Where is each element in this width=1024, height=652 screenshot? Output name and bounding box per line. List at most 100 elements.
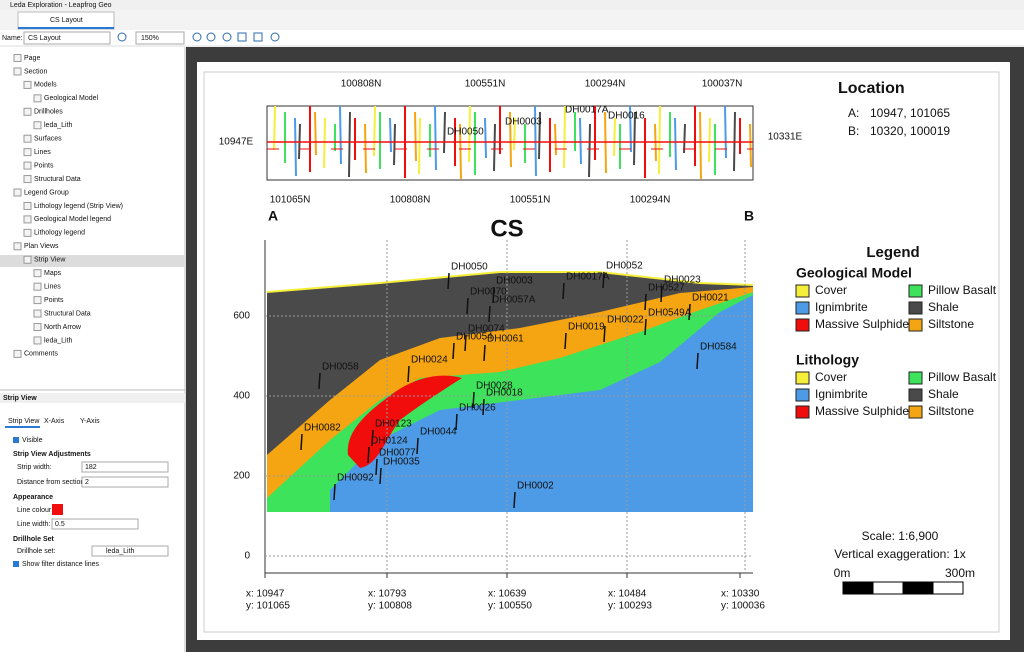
- tree-item[interactable]: Section: [24, 68, 47, 75]
- drillhole-label: DH0124: [371, 436, 408, 447]
- property-tab[interactable]: Strip View: [8, 418, 40, 425]
- drillhole-trace: [314, 111, 317, 156]
- drillhole-trace: [513, 117, 516, 151]
- field-label: Strip width:: [17, 464, 52, 471]
- tree-item[interactable]: Lines: [34, 149, 51, 156]
- tree-item[interactable]: Points: [34, 162, 54, 169]
- input[interactable]: [81, 476, 169, 488]
- tree-item[interactable]: Legend Group: [24, 189, 69, 196]
- map-top-label: 100294N: [585, 79, 626, 90]
- legend-label: Cover: [815, 370, 847, 384]
- legend-group-title: Lithology: [796, 352, 859, 368]
- zoom-icon[interactable]: [117, 32, 127, 42]
- tree-item[interactable]: Models: [34, 82, 57, 89]
- map-bottom-label: 100551N: [510, 195, 551, 206]
- name-input[interactable]: [23, 31, 111, 45]
- field-value[interactable]: 0.5: [55, 521, 65, 528]
- tree-item[interactable]: Points: [44, 297, 64, 304]
- icon[interactable]: [206, 32, 216, 42]
- tree-icon: [13, 242, 22, 251]
- checkbox-label[interactable]: Show filter distance lines: [22, 561, 100, 568]
- map-drillhole-label: DH0016: [608, 111, 645, 122]
- map-bottom-label: 101065N: [270, 195, 311, 206]
- select[interactable]: [91, 545, 169, 557]
- field-label: Drillhole set:: [17, 548, 56, 555]
- drillhole-label: DH0092: [337, 473, 374, 484]
- property-tab[interactable]: X-Axis: [44, 418, 65, 425]
- tree-item[interactable]: Lithology legend: [34, 230, 85, 237]
- icon[interactable]: [270, 32, 280, 42]
- drillhole-trace: [371, 429, 374, 447]
- tree-item[interactable]: Surfaces: [34, 136, 62, 143]
- properties-title: Strip View: [3, 395, 37, 402]
- drillhole-trace: [674, 117, 677, 171]
- icon[interactable]: [192, 32, 202, 42]
- drillhole-label: DH0023: [664, 275, 701, 286]
- legend-group-title: Geological Model: [796, 265, 912, 281]
- drillhole-trace: [273, 105, 276, 151]
- tree-item[interactable]: Lithology legend (Strip View): [34, 203, 123, 210]
- massive-sulphide-unit: [347, 375, 462, 468]
- drillhole-trace: [483, 344, 486, 362]
- drillhole-trace: [562, 282, 565, 300]
- drillhole-label: DH0018: [486, 388, 523, 399]
- field-value[interactable]: 2: [85, 479, 89, 486]
- tree-item[interactable]: Strip View: [34, 257, 66, 264]
- section-heading: Drillhole Set: [13, 536, 55, 543]
- icon[interactable]: [253, 32, 263, 42]
- field-value[interactable]: leda_Lith: [106, 548, 135, 555]
- drillhole-trace: [466, 297, 469, 315]
- drillhole-trace: [644, 318, 647, 336]
- icon[interactable]: [237, 32, 247, 42]
- drillhole-label: DH0002: [517, 481, 554, 492]
- legend-swatch: [795, 388, 810, 402]
- tree-selection: [0, 255, 185, 267]
- icon[interactable]: [222, 32, 232, 42]
- zoom-select[interactable]: [135, 31, 185, 45]
- y-label: y: 100036: [721, 601, 765, 612]
- drillhole-trace: [452, 342, 455, 360]
- map-top-label: 100808N: [341, 79, 382, 90]
- tab-label[interactable]: CS Layout: [50, 17, 83, 24]
- tree-item[interactable]: Drillholes: [34, 109, 63, 116]
- tree-icon: [13, 67, 22, 76]
- x-label: x: 10484: [608, 589, 647, 600]
- drillhole-trace: [564, 332, 567, 350]
- field-value[interactable]: 182: [85, 464, 97, 471]
- drillhole-trace: [373, 105, 376, 157]
- tree-item[interactable]: Comments: [24, 351, 58, 358]
- tree-item[interactable]: Maps: [44, 270, 62, 277]
- tree-icon: [23, 228, 32, 237]
- checkbox[interactable]: [13, 561, 19, 567]
- legend-title: Legend: [866, 244, 919, 261]
- tree-item[interactable]: North Arrow: [44, 324, 82, 331]
- tree-item[interactable]: Page: [24, 55, 40, 62]
- tree-item[interactable]: Plan Views: [24, 243, 59, 250]
- zoom-value[interactable]: 150%: [141, 35, 159, 42]
- tree-item[interactable]: leda_Lith: [44, 122, 73, 129]
- section-title: CS: [490, 215, 523, 242]
- drillhole-trace: [724, 105, 727, 159]
- input[interactable]: [51, 518, 139, 530]
- drillhole-trace: [393, 123, 396, 166]
- tree-item[interactable]: Geological Model: [44, 95, 99, 102]
- location-label: B:: [848, 124, 859, 138]
- tree-item[interactable]: leda_Lith: [44, 337, 73, 344]
- tree-icon: [23, 201, 32, 210]
- checkbox[interactable]: [13, 437, 19, 443]
- drillhole-trace: [492, 286, 495, 304]
- tree-item[interactable]: Geological Model legend: [34, 216, 111, 223]
- drillhole-label: DH0028: [476, 381, 513, 392]
- input[interactable]: [81, 461, 169, 473]
- tree-item[interactable]: Lines: [44, 283, 61, 290]
- colour-swatch[interactable]: [52, 504, 63, 515]
- tree-item[interactable]: Structural Data: [34, 176, 81, 183]
- tree-item[interactable]: Structural Data: [44, 310, 91, 317]
- legend-label: Siltstone: [928, 317, 974, 331]
- name-value[interactable]: CS Layout: [28, 35, 61, 42]
- legend-swatch: [908, 371, 923, 385]
- visible-label[interactable]: Visible: [22, 437, 43, 444]
- scale-bar-segment: [932, 581, 964, 595]
- property-tab[interactable]: Y-Axis: [80, 418, 100, 425]
